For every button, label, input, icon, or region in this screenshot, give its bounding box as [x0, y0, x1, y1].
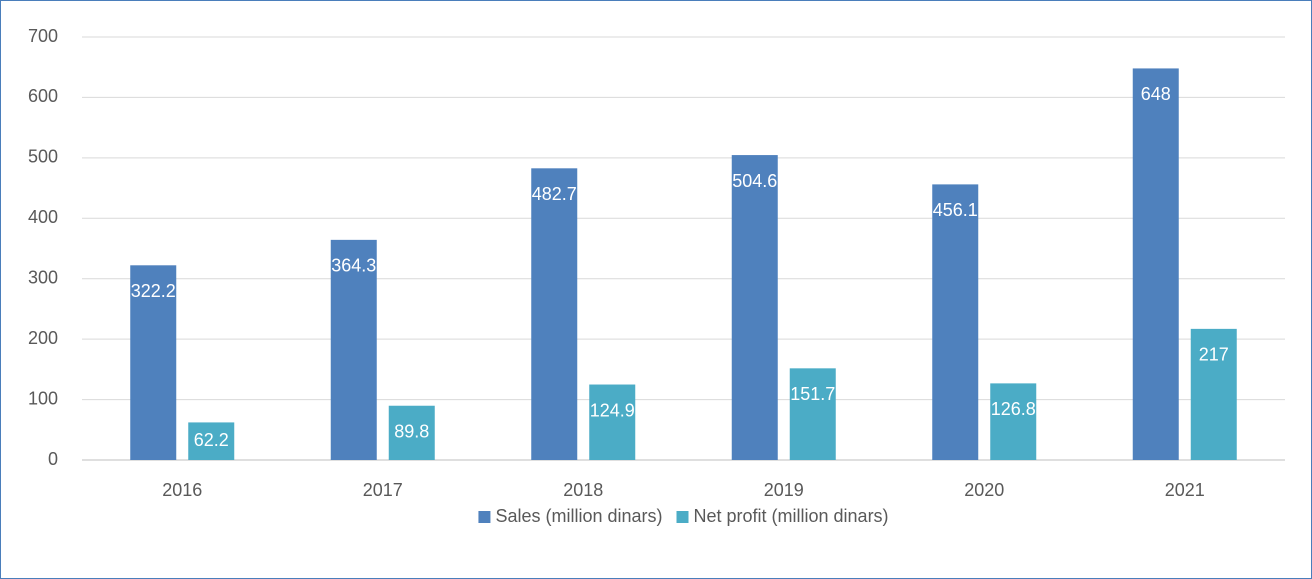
- y-tick-label: 600: [28, 86, 58, 106]
- x-tick-label: 2017: [363, 480, 403, 500]
- bar: [188, 422, 235, 460]
- x-tick-label: 2021: [1165, 480, 1205, 500]
- legend-swatch: [676, 511, 689, 523]
- bar: [388, 405, 435, 460]
- data-label: 322.2: [131, 281, 176, 301]
- y-tick-label: 400: [28, 207, 58, 227]
- y-tick-label: 500: [28, 147, 58, 167]
- x-tick-label: 2018: [563, 480, 603, 500]
- y-tick-label: 0: [48, 449, 58, 469]
- x-tick-label: 2020: [964, 480, 1004, 500]
- y-tick-label: 300: [28, 267, 58, 287]
- bar: [1132, 68, 1179, 461]
- y-tick-label: 700: [28, 26, 58, 46]
- y-tick-label: 100: [28, 388, 58, 408]
- legend-label: Sales (million dinars): [495, 506, 662, 526]
- data-label: 364.3: [331, 256, 376, 276]
- data-label: 482.7: [532, 184, 577, 204]
- bar: [731, 155, 778, 460]
- data-label: 648: [1141, 84, 1171, 104]
- bar: [1190, 328, 1237, 460]
- data-label: 62.2: [194, 430, 229, 450]
- legend-swatch: [478, 511, 491, 523]
- data-label: 126.8: [991, 399, 1036, 419]
- bar: [531, 168, 578, 460]
- bar: [990, 383, 1037, 460]
- bar: [932, 184, 979, 460]
- data-label: 151.7: [790, 384, 835, 404]
- data-label: 89.8: [394, 421, 429, 441]
- data-label: 217: [1199, 345, 1229, 365]
- data-label: 124.9: [590, 400, 635, 420]
- data-label: 456.1: [933, 200, 978, 220]
- bar: [130, 265, 177, 460]
- bar: [789, 368, 836, 460]
- y-tick-label: 200: [28, 328, 58, 348]
- bar: [330, 239, 377, 460]
- bar: [589, 384, 636, 460]
- data-label: 504.6: [732, 171, 777, 191]
- x-tick-label: 2019: [764, 480, 804, 500]
- legend-label: Net profit (million dinars): [694, 506, 889, 526]
- x-tick-label: 2016: [162, 480, 202, 500]
